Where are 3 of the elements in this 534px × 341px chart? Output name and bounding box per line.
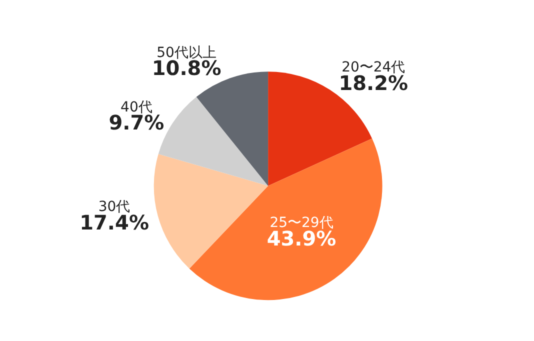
pie-slice [154, 154, 268, 269]
slice-label: 50代以上 [156, 44, 216, 61]
pie-slice [189, 138, 382, 300]
